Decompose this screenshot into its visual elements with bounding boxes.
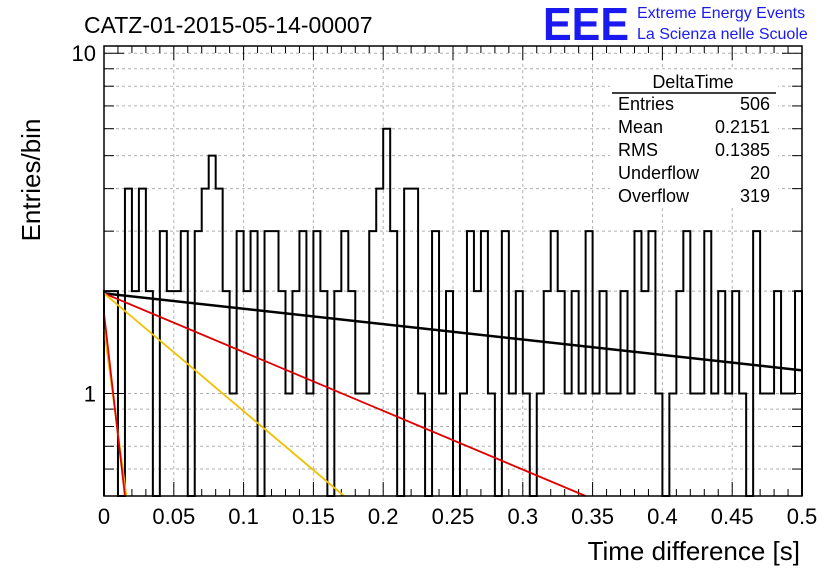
- x-tick-label: 0.5: [787, 504, 818, 529]
- fit-line-3: [103, 292, 345, 497]
- stats-label-overflow: Overflow: [618, 186, 690, 206]
- stats-value-underflow: 20: [750, 163, 770, 183]
- x-tick-label: 0.45: [711, 504, 754, 529]
- stats-label-rms: RMS: [618, 140, 658, 160]
- fit-line-5: [103, 313, 126, 497]
- logo-line-1: Extreme Energy Events: [637, 5, 805, 22]
- plot-frame: [103, 45, 803, 497]
- y-tick-label: 10: [72, 41, 96, 66]
- stats-value-rms: 0.1385: [715, 140, 770, 160]
- stats-label-underflow: Underflow: [618, 163, 700, 183]
- eee-logo: EEE Extreme Energy Events La Scienza nel…: [543, 0, 808, 50]
- y-tick-labels: 1 10: [72, 41, 96, 406]
- x-tick-label: 0.1: [228, 504, 259, 529]
- chart-title: CATZ-01-2015-05-14-00007: [84, 12, 373, 38]
- fit-lines: [103, 292, 803, 497]
- fit-line-2: [103, 292, 586, 497]
- x-tick-label: 0.3: [508, 504, 539, 529]
- logo-acronym: EEE: [543, 0, 629, 50]
- x-axis-label: Time difference [s]: [588, 536, 800, 566]
- stats-box-name: DeltaTime: [652, 72, 733, 92]
- x-tick-label: 0.25: [432, 504, 475, 529]
- fit-line-1: [103, 292, 803, 372]
- stats-box: DeltaTime Entries 506 Mean 0.2151 RMS 0.…: [610, 70, 778, 208]
- x-tick-label: 0.2: [368, 504, 399, 529]
- logo-line-2: La Scienza nelle Scuole: [637, 26, 808, 43]
- stats-value-mean: 0.2151: [715, 117, 770, 137]
- x-tick-label: 0.35: [571, 504, 614, 529]
- x-tick-label: 0.15: [292, 504, 335, 529]
- stats-label-mean: Mean: [618, 117, 663, 137]
- x-tick-labels: 0 0.05 0.1 0.15 0.2 0.25 0.3 0.35 0.4 0.45 0.5: [98, 504, 817, 529]
- x-tick-label: 0.05: [152, 504, 195, 529]
- stats-value-overflow: 319: [740, 186, 770, 206]
- stats-label-entries: Entries: [618, 94, 674, 114]
- y-tick-label: 1: [84, 382, 96, 407]
- x-tick-label: 0: [98, 504, 110, 529]
- stats-value-entries: 506: [740, 94, 770, 114]
- y-axis-label: Entries/bin: [16, 119, 46, 242]
- x-tick-label: 0.4: [647, 504, 678, 529]
